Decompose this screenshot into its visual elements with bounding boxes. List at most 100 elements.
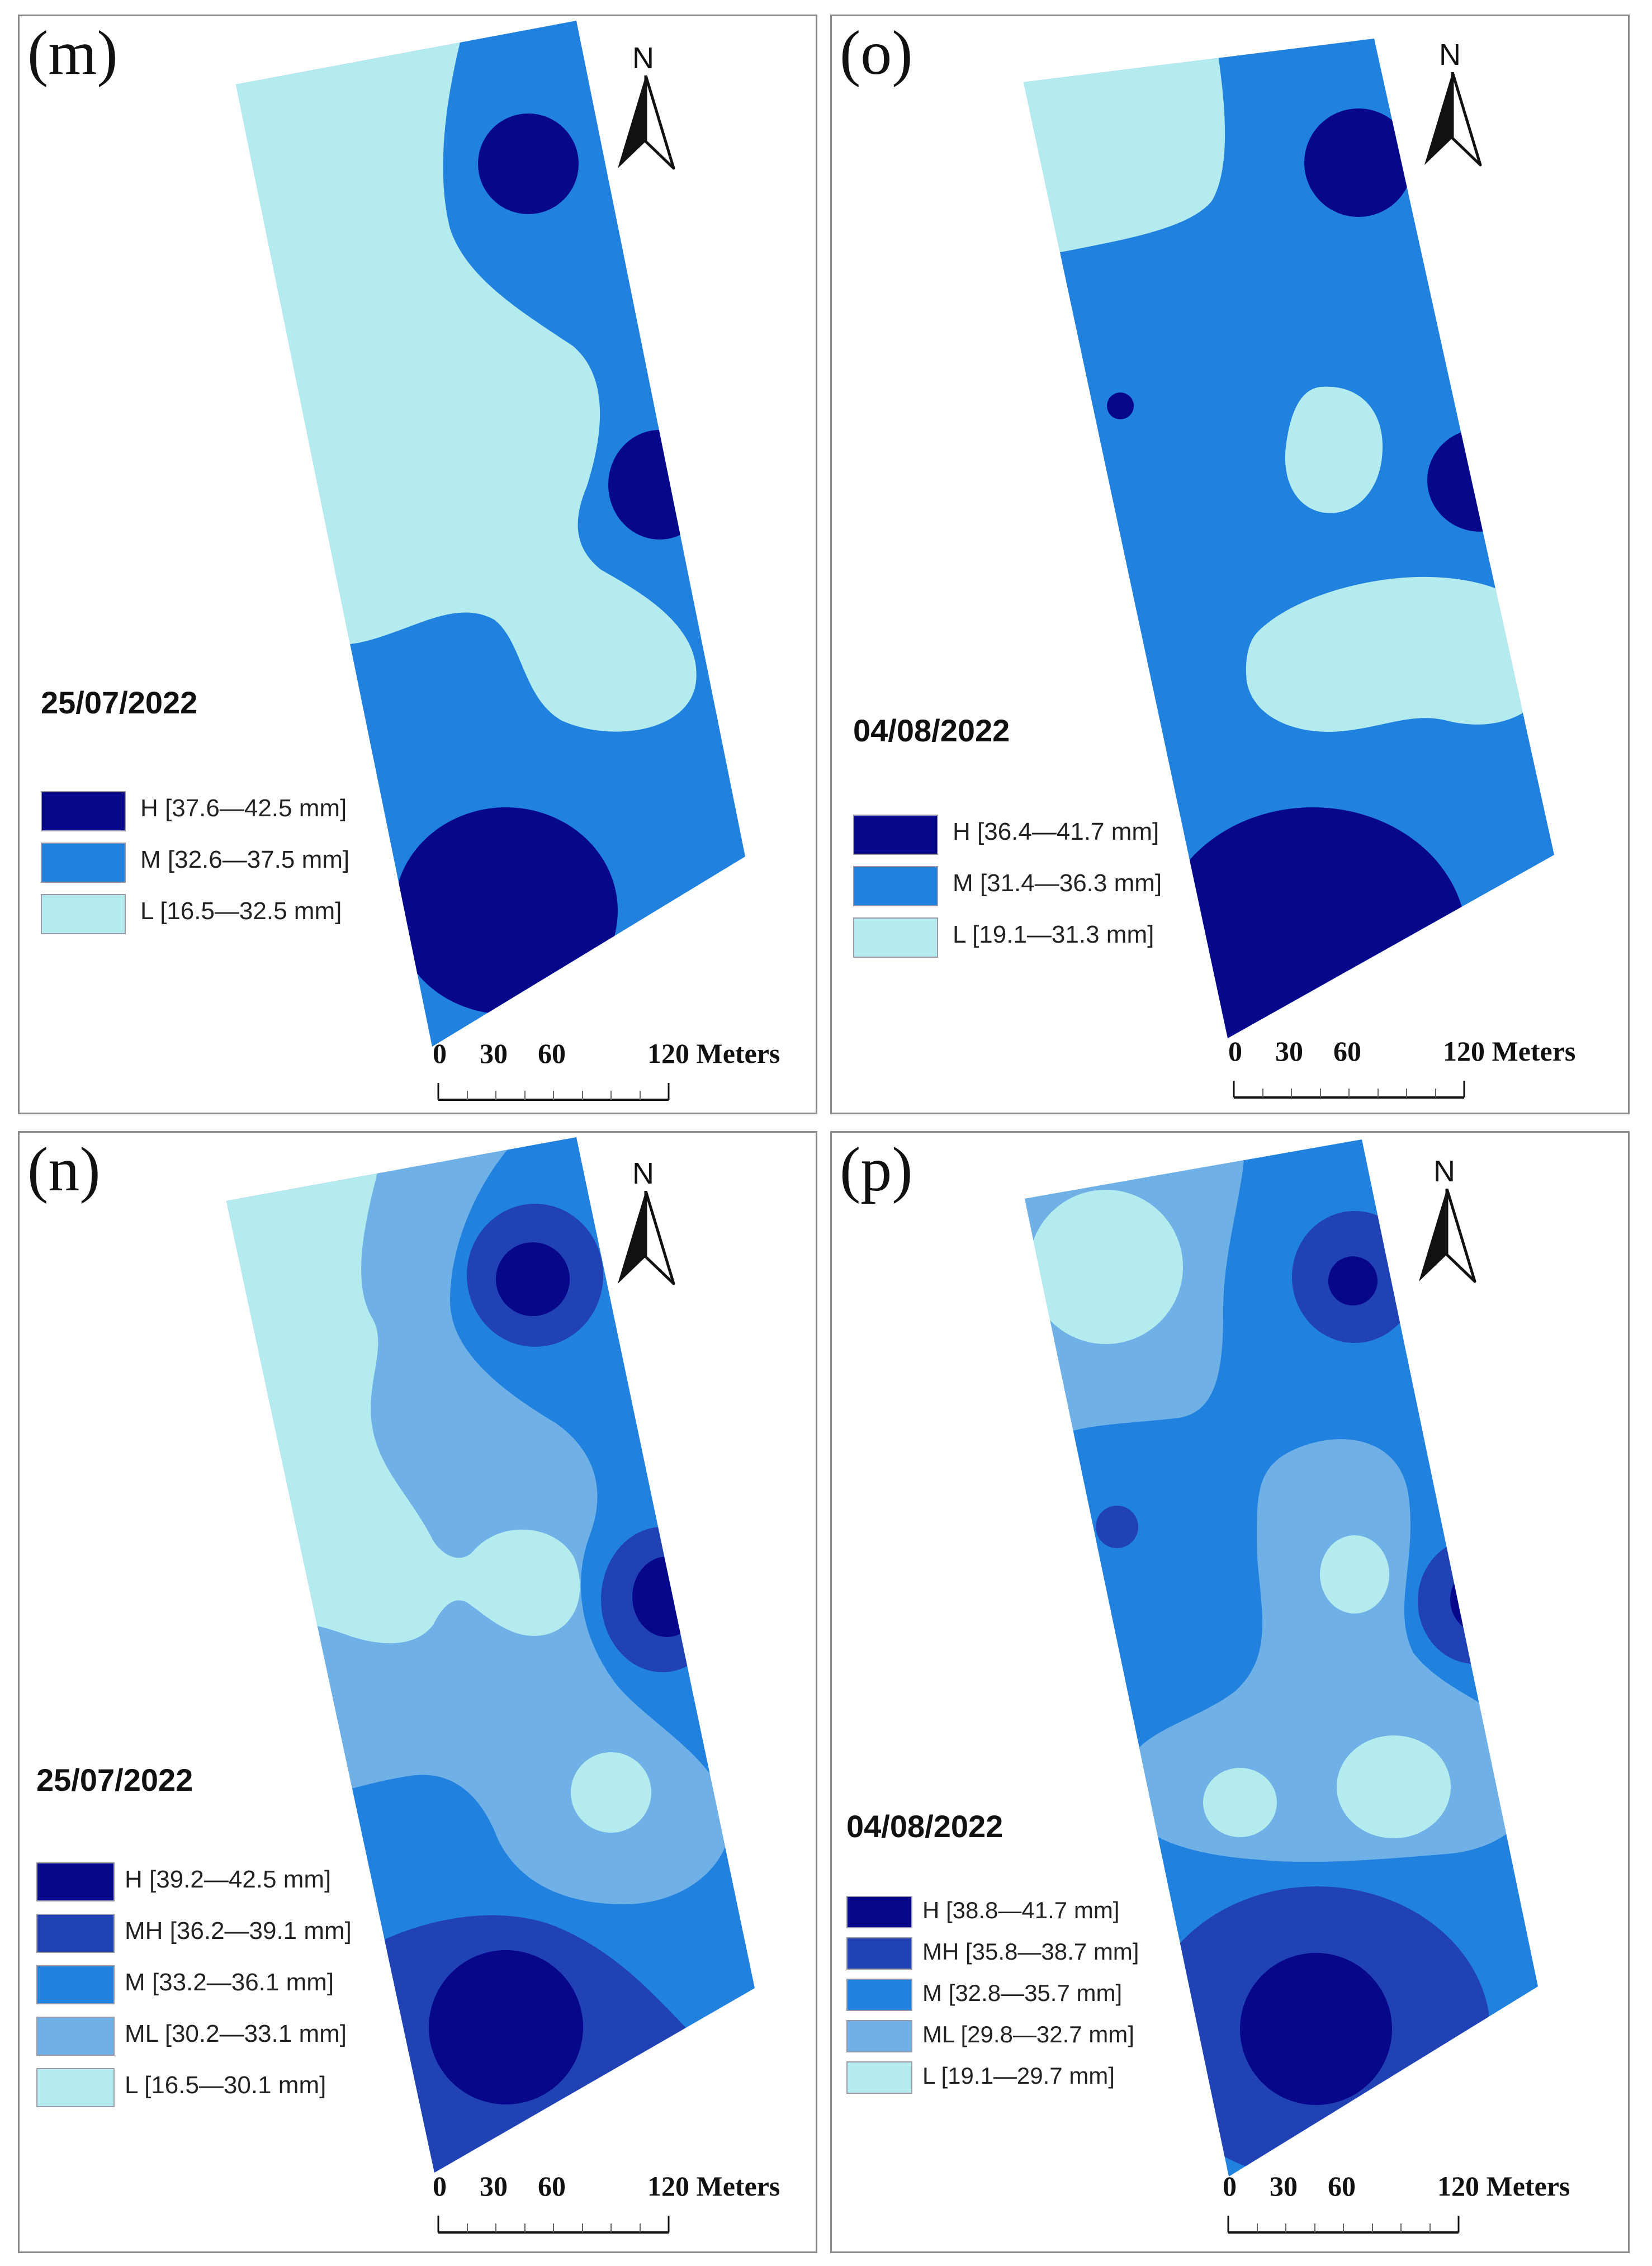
zone-p-low-northwest [1029,1190,1183,1344]
legend-text: L [19.1—29.7 mm] [922,2062,1115,2089]
zone-p-low-southwest [1203,1768,1277,1837]
date-label: 25/07/2022 [41,685,198,720]
date-label: 25/07/2022 [36,1762,193,1797]
scale-label-120: 120 Meters [647,2170,780,2202]
north-arrow: N [1419,37,1486,172]
legend-swatch-medium-low [36,2017,115,2056]
north-arrow-icon [1424,72,1482,167]
scale-bar-line [1233,1081,1465,1099]
panel-label: (o) [840,18,913,88]
legend-swatch-medium-high [846,1937,912,1970]
scale-label-30: 30 [480,1038,508,1069]
scale-label-30: 30 [1270,2170,1298,2202]
legend-text: L [16.5—30.1 mm] [125,2071,326,2099]
legend-swatch-high [36,1862,115,1901]
north-arrow: N [612,1156,679,1290]
zone-m-high-south [394,807,618,1014]
north-arrow-icon [618,75,675,170]
zone-p-low-center [1320,1535,1389,1614]
moisture-map-o [1024,39,1554,1038]
map-panel-n: (n) 25/07/2022 H [39.2—42.5 mm] MH [36.2… [18,1131,817,2253]
scale-label-120: 120 Meters [647,1038,780,1069]
zone-p-medium-high-west-spot [1096,1506,1138,1548]
legend-swatch-medium-low [846,2020,912,2052]
moisture-map-p [1025,1139,1538,2177]
scale-label-120: 120 Meters [1437,2170,1570,2202]
legend-swatch-low [853,917,938,958]
zone-m-high-east [608,430,711,540]
legend-text: ML [30.2—33.1 mm] [125,2020,347,2047]
scale-label-0: 0 [433,1038,447,1069]
north-arrow-icon [1419,1189,1476,1283]
scale-label-30: 30 [480,2170,508,2202]
zone-n-low [226,1137,580,1644]
moisture-map-m [236,21,745,1047]
zone-o-high-north [1304,108,1413,217]
legend-text: M [33.2—36.1 mm] [125,1969,334,1996]
scale-label-0: 0 [1228,1035,1242,1067]
moisture-map-n [226,1137,755,2173]
date-label: 04/08/2022 [853,713,1010,748]
zone-m-high-north [478,113,579,214]
legend-text: M [32.8—35.7 mm] [922,1980,1123,2006]
legend-swatch-low [36,2068,115,2107]
legend-text: H [36.4—41.7 mm] [953,818,1159,845]
zone-o-high-south [1159,807,1466,1038]
scale-bar: 0 30 60 120 Meters [1226,1035,1617,1113]
map-panel-m: (m) 25/07/2022 H [37.6—42.5 mm] M [32.6—… [18,15,817,1114]
north-arrow: N [1413,1154,1480,1288]
legend-text: M [32.6—37.5 mm] [140,846,350,873]
zone-o-high-east [1427,429,1533,532]
scale-label-0: 0 [1223,2170,1237,2202]
legend-swatch-medium [36,1965,115,2004]
scale-label-60: 60 [1328,2170,1356,2202]
legend-swatch-medium [846,1979,912,2011]
legend-text: ML [29.8—32.7 mm] [922,2021,1134,2047]
legend-swatch-low [41,894,126,934]
zone-p-medium-high-east [1418,1539,1532,1664]
panel-label: (p) [840,1135,913,1204]
north-letter: N [632,41,654,75]
legend-text: MH [36.2—39.1 mm] [125,1917,352,1945]
zone-m-low [236,21,697,732]
north-arrow-icon [618,1191,675,1285]
legend-text: H [38.8—41.7 mm] [922,1897,1120,1923]
legend-swatch-high [853,815,938,855]
scale-label-60: 60 [1333,1035,1361,1067]
scale-bar-line [437,1083,670,1101]
map-panel-p: (p) 04/08/2022 H [38.8—41.7 mm] MH [35.8… [830,1131,1630,2253]
scale-label-60: 60 [538,1038,566,1069]
scale-label-0: 0 [433,2170,447,2202]
north-arrow: N [612,41,679,175]
scale-label-30: 30 [1275,1035,1303,1067]
legend-swatch-low [846,2061,912,2094]
legend-text: L [19.1—31.3 mm] [953,921,1154,948]
zone-n-high-north [496,1242,570,1316]
zone-p-high-east [1450,1567,1508,1632]
scale-bar: 0 30 60 120 Meters [430,2170,816,2248]
zone-o-low-south [1246,576,1553,732]
legend-swatch-medium-high [36,1914,115,1953]
date-label: 04/08/2022 [846,1809,1003,1844]
legend-swatch-medium [853,866,938,906]
scale-bar: 0 30 60 120 Meters [430,1037,816,1113]
scale-label-120: 120 Meters [1443,1035,1576,1067]
zone-o-high-west-spot [1107,392,1134,419]
zone-p-high-south [1240,1953,1392,2105]
map-panel-o: (o) 04/08/2022 H [36.4—41.7 mm] M [31.4—… [830,15,1630,1114]
zone-n-high-east [632,1557,702,1637]
north-letter: N [632,1157,654,1190]
legend-text: M [31.4—36.3 mm] [953,869,1162,897]
zone-p-high-north [1328,1256,1378,1305]
zone-p-low-southeast [1337,1735,1451,1838]
legend-text: H [37.6—42.5 mm] [140,794,347,822]
legend-swatch-high [41,791,126,831]
legend-text: MH [35.8—38.7 mm] [922,1938,1139,1965]
zone-o-low-center [1285,386,1383,513]
scale-bar-line [437,2216,670,2234]
panel-label: (m) [27,18,118,88]
scale-bar: 0 30 60 120 Meters [1220,2170,1612,2248]
scale-bar-line [1227,2216,1460,2234]
zone-n-low-southeast [571,1752,651,1833]
north-letter: N [1433,1155,1455,1188]
